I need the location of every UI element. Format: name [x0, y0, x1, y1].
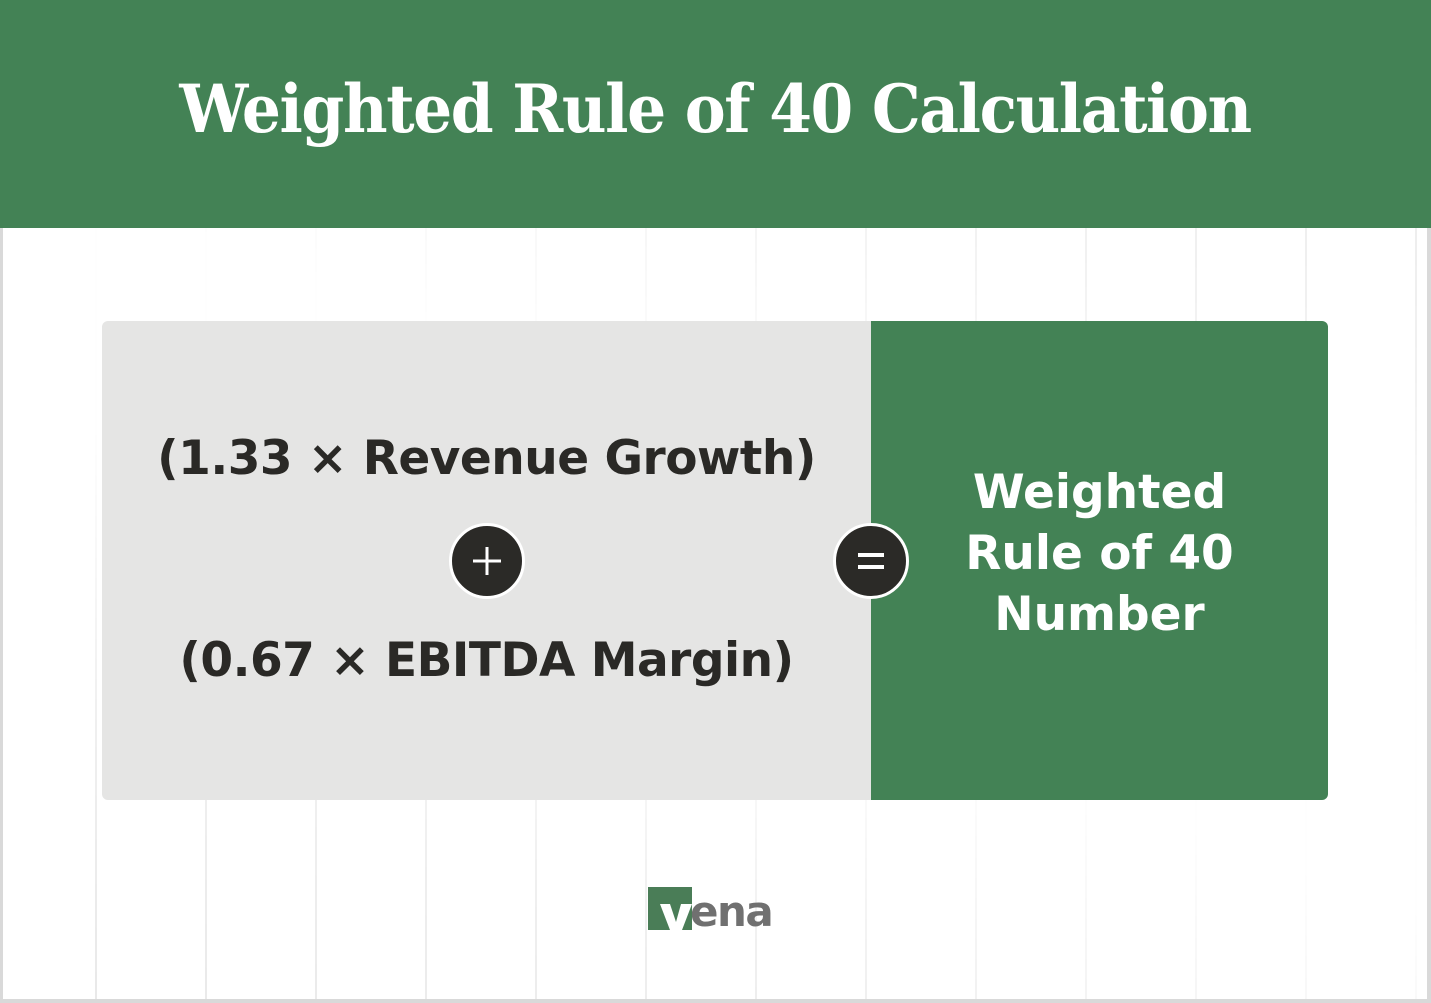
- revenue-growth-term: (1.33 × Revenue Growth): [157, 431, 816, 486]
- plus-icon: [473, 547, 501, 575]
- result-line-3: Number: [994, 587, 1205, 642]
- equals-operator: [833, 523, 909, 599]
- ebitda-margin-term: (0.67 × EBITDA Margin): [179, 633, 794, 688]
- formula-inputs-panel: (1.33 × Revenue Growth) (0.67 × EBITDA M…: [102, 321, 871, 800]
- v-mark-icon: [660, 904, 692, 930]
- page-title: Weighted Rule of 40 Calculation: [179, 70, 1253, 148]
- formula-result-panel: Weighted Rule of 40 Number: [871, 321, 1328, 800]
- equals-icon: [858, 553, 884, 569]
- result-label: Weighted Rule of 40 Number: [965, 462, 1234, 645]
- plus-operator: [449, 523, 525, 599]
- formula-card: (1.33 × Revenue Growth) (0.67 × EBITDA M…: [102, 321, 1328, 800]
- header-banner: Weighted Rule of 40 Calculation: [0, 0, 1431, 228]
- vena-logo-mark: [648, 887, 692, 930]
- result-line-2: Rule of 40: [965, 526, 1234, 581]
- result-line-1: Weighted: [972, 465, 1227, 520]
- vena-logo-text: ena: [690, 887, 774, 936]
- vena-logo: ena: [648, 886, 774, 936]
